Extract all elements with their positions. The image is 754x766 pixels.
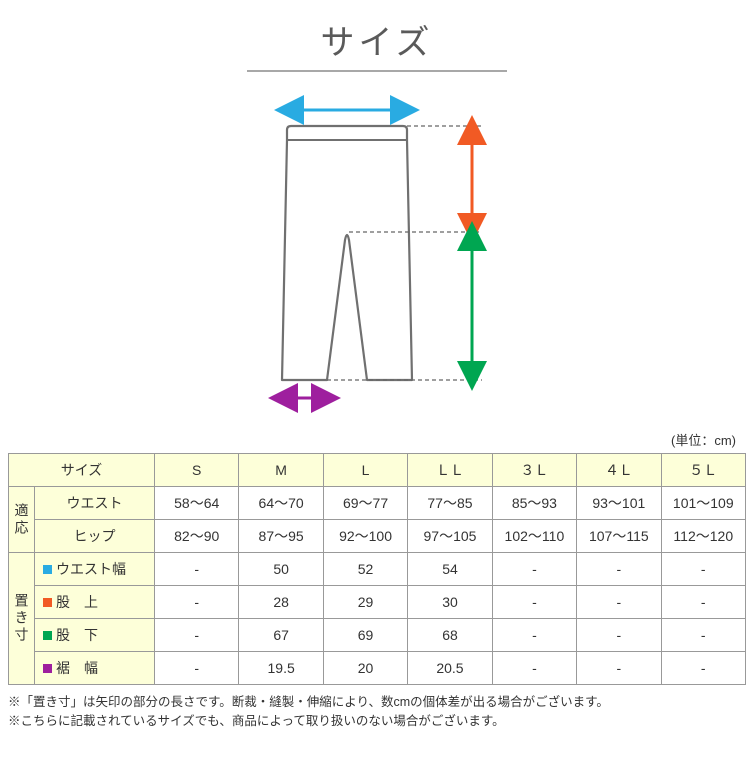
flat-cell: - [577, 553, 661, 586]
flat-cell: - [492, 586, 576, 619]
fit-cell: 64～70 [239, 487, 323, 520]
size-col-3: ＬＬ [408, 454, 492, 487]
note-line: ※「置き寸」は矢印の部分の長さです。断裁・縫製・伸縮により、数cmの個体差が出る… [8, 693, 746, 712]
flat-cell: 54 [408, 553, 492, 586]
fit-cell: 92～100 [323, 520, 407, 553]
size-header: サイズ [9, 454, 155, 487]
flat-cell: 30 [408, 586, 492, 619]
flat-cell: 50 [239, 553, 323, 586]
flat-cell: - [661, 586, 745, 619]
flat-cell: 67 [239, 619, 323, 652]
title-underline [247, 70, 507, 72]
flat-cell: 28 [239, 586, 323, 619]
fit-cell: 112～120 [661, 520, 745, 553]
fit-row-label: ヒップ [35, 520, 155, 553]
fit-cell: 107～115 [577, 520, 661, 553]
size-col-0: S [155, 454, 239, 487]
flat-cell: - [155, 553, 239, 586]
page-title: サイズ [8, 15, 746, 64]
flat-row-label: ウエスト幅 [35, 553, 155, 586]
size-col-5: ４Ｌ [577, 454, 661, 487]
size-col-4: ３Ｌ [492, 454, 576, 487]
fit-cell: 77～85 [408, 487, 492, 520]
flat-cell: - [155, 619, 239, 652]
table-header-row: サイズSMLＬＬ３Ｌ４Ｌ５Ｌ [9, 454, 746, 487]
marker-icon [43, 598, 52, 607]
flat-cell: - [492, 619, 576, 652]
flat-row: 股 上-282930--- [9, 586, 746, 619]
flat-row-label: 股 上 [35, 586, 155, 619]
fit-row: ヒップ82～9087～9592～10097～105102～110107～1151… [9, 520, 746, 553]
flat-cell: - [661, 553, 745, 586]
fit-row: 適応ウエスト58～6464～7069～7777～8585～9393～101101… [9, 487, 746, 520]
flat-cell: 29 [323, 586, 407, 619]
flat-cell: - [661, 619, 745, 652]
marker-icon [43, 631, 52, 640]
flat-cell: 69 [323, 619, 407, 652]
flat-row: 置き寸ウエスト幅-505254--- [9, 553, 746, 586]
flat-cell: 19.5 [239, 652, 323, 685]
flat-cell: - [492, 652, 576, 685]
flat-cell: - [492, 553, 576, 586]
marker-icon [43, 565, 52, 574]
fit-cell: 97～105 [408, 520, 492, 553]
size-diagram [8, 80, 746, 420]
fit-cell: 69～77 [323, 487, 407, 520]
unit-label: (単位：cm) [8, 430, 746, 449]
note-line: ※こちらに記載されているサイズでも、商品によって取り扱いのない場合がございます。 [8, 712, 746, 731]
fit-cell: 102～110 [492, 520, 576, 553]
flat-cell: - [577, 619, 661, 652]
flat-cell: - [661, 652, 745, 685]
fit-cell: 58～64 [155, 487, 239, 520]
marker-icon [43, 664, 52, 673]
flat-group-label: 置き寸 [9, 553, 35, 685]
size-col-2: L [323, 454, 407, 487]
size-col-6: ５Ｌ [661, 454, 745, 487]
flat-row: 股 下-676968--- [9, 619, 746, 652]
fit-cell: 82～90 [155, 520, 239, 553]
flat-cell: - [155, 586, 239, 619]
notes: ※「置き寸」は矢印の部分の長さです。断裁・縫製・伸縮により、数cmの個体差が出る… [8, 693, 746, 731]
fit-row-label: ウエスト [35, 487, 155, 520]
fit-group-label: 適応 [9, 487, 35, 553]
size-col-1: M [239, 454, 323, 487]
fit-cell: 93～101 [577, 487, 661, 520]
fit-cell: 87～95 [239, 520, 323, 553]
flat-row-label: 股 下 [35, 619, 155, 652]
flat-cell: - [577, 652, 661, 685]
flat-cell: - [155, 652, 239, 685]
flat-cell: 52 [323, 553, 407, 586]
fit-cell: 101～109 [661, 487, 745, 520]
size-table: サイズSMLＬＬ３Ｌ４Ｌ５Ｌ適応ウエスト58～6464～7069～7777～85… [8, 453, 746, 685]
flat-row-label: 裾 幅 [35, 652, 155, 685]
flat-cell: 20 [323, 652, 407, 685]
flat-cell: 20.5 [408, 652, 492, 685]
flat-row: 裾 幅-19.52020.5--- [9, 652, 746, 685]
flat-cell: - [577, 586, 661, 619]
flat-cell: 68 [408, 619, 492, 652]
fit-cell: 85～93 [492, 487, 576, 520]
